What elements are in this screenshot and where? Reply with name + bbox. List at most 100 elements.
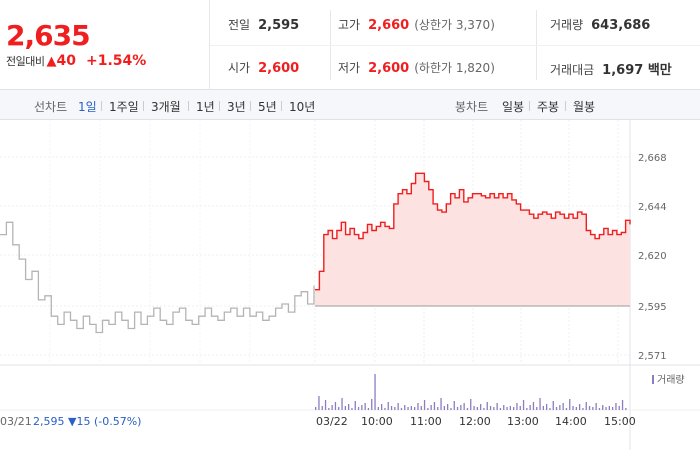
y-axis: 2,668 2,644 2,620 2,595 2,571 — [638, 153, 667, 362]
volume-bar — [549, 408, 551, 410]
open-label: 시가 — [228, 61, 251, 75]
tab-3m[interactable]: 3개월 — [151, 100, 181, 114]
divider — [101, 101, 102, 111]
volume-bar — [367, 408, 370, 410]
volume-bar — [582, 408, 584, 410]
volume-legend-icon — [652, 375, 654, 384]
price-chart-svg: 2,668 2,644 2,620 2,595 2,571 거래량 03/22 10:00… — [0, 120, 700, 450]
volume: 거래량 643,686 — [550, 16, 650, 33]
volume-bar — [575, 407, 577, 410]
volume-bar — [414, 407, 416, 410]
volume-bar — [417, 403, 419, 410]
volume-bar — [572, 406, 574, 410]
change-amount: 40 — [56, 53, 76, 69]
tab-1w[interactable]: 1주일 — [109, 100, 139, 114]
volume-bar — [539, 398, 541, 410]
volume-bar — [460, 405, 462, 410]
volume-bar — [536, 407, 538, 410]
volume-bar — [499, 408, 502, 410]
tab-monthly[interactable]: 월봉 — [573, 100, 596, 114]
price-box: 2,635 전일대비 ▲ 40 +1.54% — [0, 0, 210, 90]
volume-bar — [430, 405, 432, 410]
x-tick-label: 11:00 — [410, 415, 442, 428]
volume-bar — [453, 401, 455, 410]
volume-bar — [546, 404, 548, 410]
volume-bar — [394, 407, 396, 410]
volume-bars: 거래량 — [315, 374, 685, 410]
volume-bar — [608, 406, 610, 410]
volume-bar — [489, 406, 492, 410]
volume-bar — [450, 408, 452, 410]
volume-bar — [331, 405, 333, 410]
tab-1d[interactable]: 1일 — [78, 100, 97, 114]
volume-bar — [324, 400, 327, 410]
volume-bar — [526, 408, 528, 410]
volume-bar — [496, 403, 498, 410]
tab-daily[interactable]: 일봉 — [502, 100, 525, 114]
divider — [281, 101, 282, 111]
line-chart-label: 선차트 — [34, 100, 68, 114]
volume-bar — [513, 407, 515, 410]
quote-header: 2,635 전일대비 ▲ 40 +1.54% 전일 2,595 고가 2,660… — [0, 0, 700, 90]
volume-bar — [321, 406, 323, 410]
current-price: 2,635 — [6, 19, 91, 52]
volume-bar — [397, 403, 399, 410]
divider — [210, 45, 700, 46]
x-tick-label: 14:00 — [555, 415, 587, 428]
divider — [188, 101, 189, 111]
y-tick-label: 2,644 — [638, 202, 667, 213]
volume-bar — [532, 402, 535, 410]
volume-bar — [328, 408, 330, 410]
volume-bar — [565, 408, 568, 410]
tab-weekly[interactable]: 주봉 — [537, 100, 560, 114]
tab-5y[interactable]: 5년 — [258, 100, 277, 114]
low-price: 저가 2,600 (하한가 1,820) — [338, 59, 495, 76]
volume-bar — [341, 398, 343, 410]
change-row: 전일대비 ▲ 40 +1.54% — [6, 53, 146, 69]
volume-bar — [562, 403, 564, 410]
x-axis: 03/22 10:00 11:00 12:00 13:00 14:00 15:00 03/21… — [0, 415, 636, 428]
volume-bar — [357, 407, 360, 410]
volume-bar — [598, 408, 601, 410]
volume-bar — [466, 408, 469, 410]
open-value: 2,600 — [258, 61, 300, 76]
volume-bar — [410, 406, 412, 410]
volume-bar — [354, 401, 356, 410]
volume-bar — [615, 403, 617, 410]
y-tick-label: 2,595 — [638, 302, 667, 313]
tab-10y[interactable]: 10년 — [289, 100, 316, 114]
volume-bar — [390, 406, 393, 410]
divider — [219, 101, 220, 111]
volume-bar — [625, 408, 627, 410]
volume-bar — [338, 407, 340, 410]
y-tick-label: 2,620 — [638, 251, 667, 262]
volume-bar — [437, 407, 439, 410]
volume-bar — [483, 408, 485, 410]
volume-bar — [602, 405, 604, 410]
volume-bar — [579, 404, 581, 410]
tab-1y[interactable]: 1년 — [196, 100, 215, 114]
volume-bar — [506, 407, 508, 410]
change-label: 전일대비 — [6, 55, 45, 68]
volume-value: 643,686 — [591, 18, 651, 33]
y-tick-label: 2,571 — [638, 351, 667, 362]
volume-bar — [529, 405, 531, 410]
volume-bar — [404, 405, 406, 410]
volume-bar — [621, 400, 624, 410]
volume-bar — [592, 407, 594, 410]
open-price: 시가 2,600 — [228, 59, 299, 76]
volume-bar — [374, 374, 376, 410]
prev-close: 전일 2,595 — [228, 16, 299, 33]
price-chart: 2,668 2,644 2,620 2,595 2,571 거래량 03/22 10:00… — [0, 120, 700, 450]
previous-day-line — [0, 221, 315, 334]
volume-bar — [381, 404, 383, 410]
low-value: 2,600 — [368, 61, 410, 76]
volume-bar — [443, 406, 445, 410]
upper-limit: (상한가 3,370) — [414, 18, 495, 32]
volume-label: 거래량 — [550, 18, 584, 32]
volume-bar — [473, 406, 475, 410]
volume-bar — [433, 402, 436, 410]
tab-3y[interactable]: 3년 — [227, 100, 246, 114]
divider — [250, 101, 251, 111]
volume-bar — [420, 406, 422, 410]
